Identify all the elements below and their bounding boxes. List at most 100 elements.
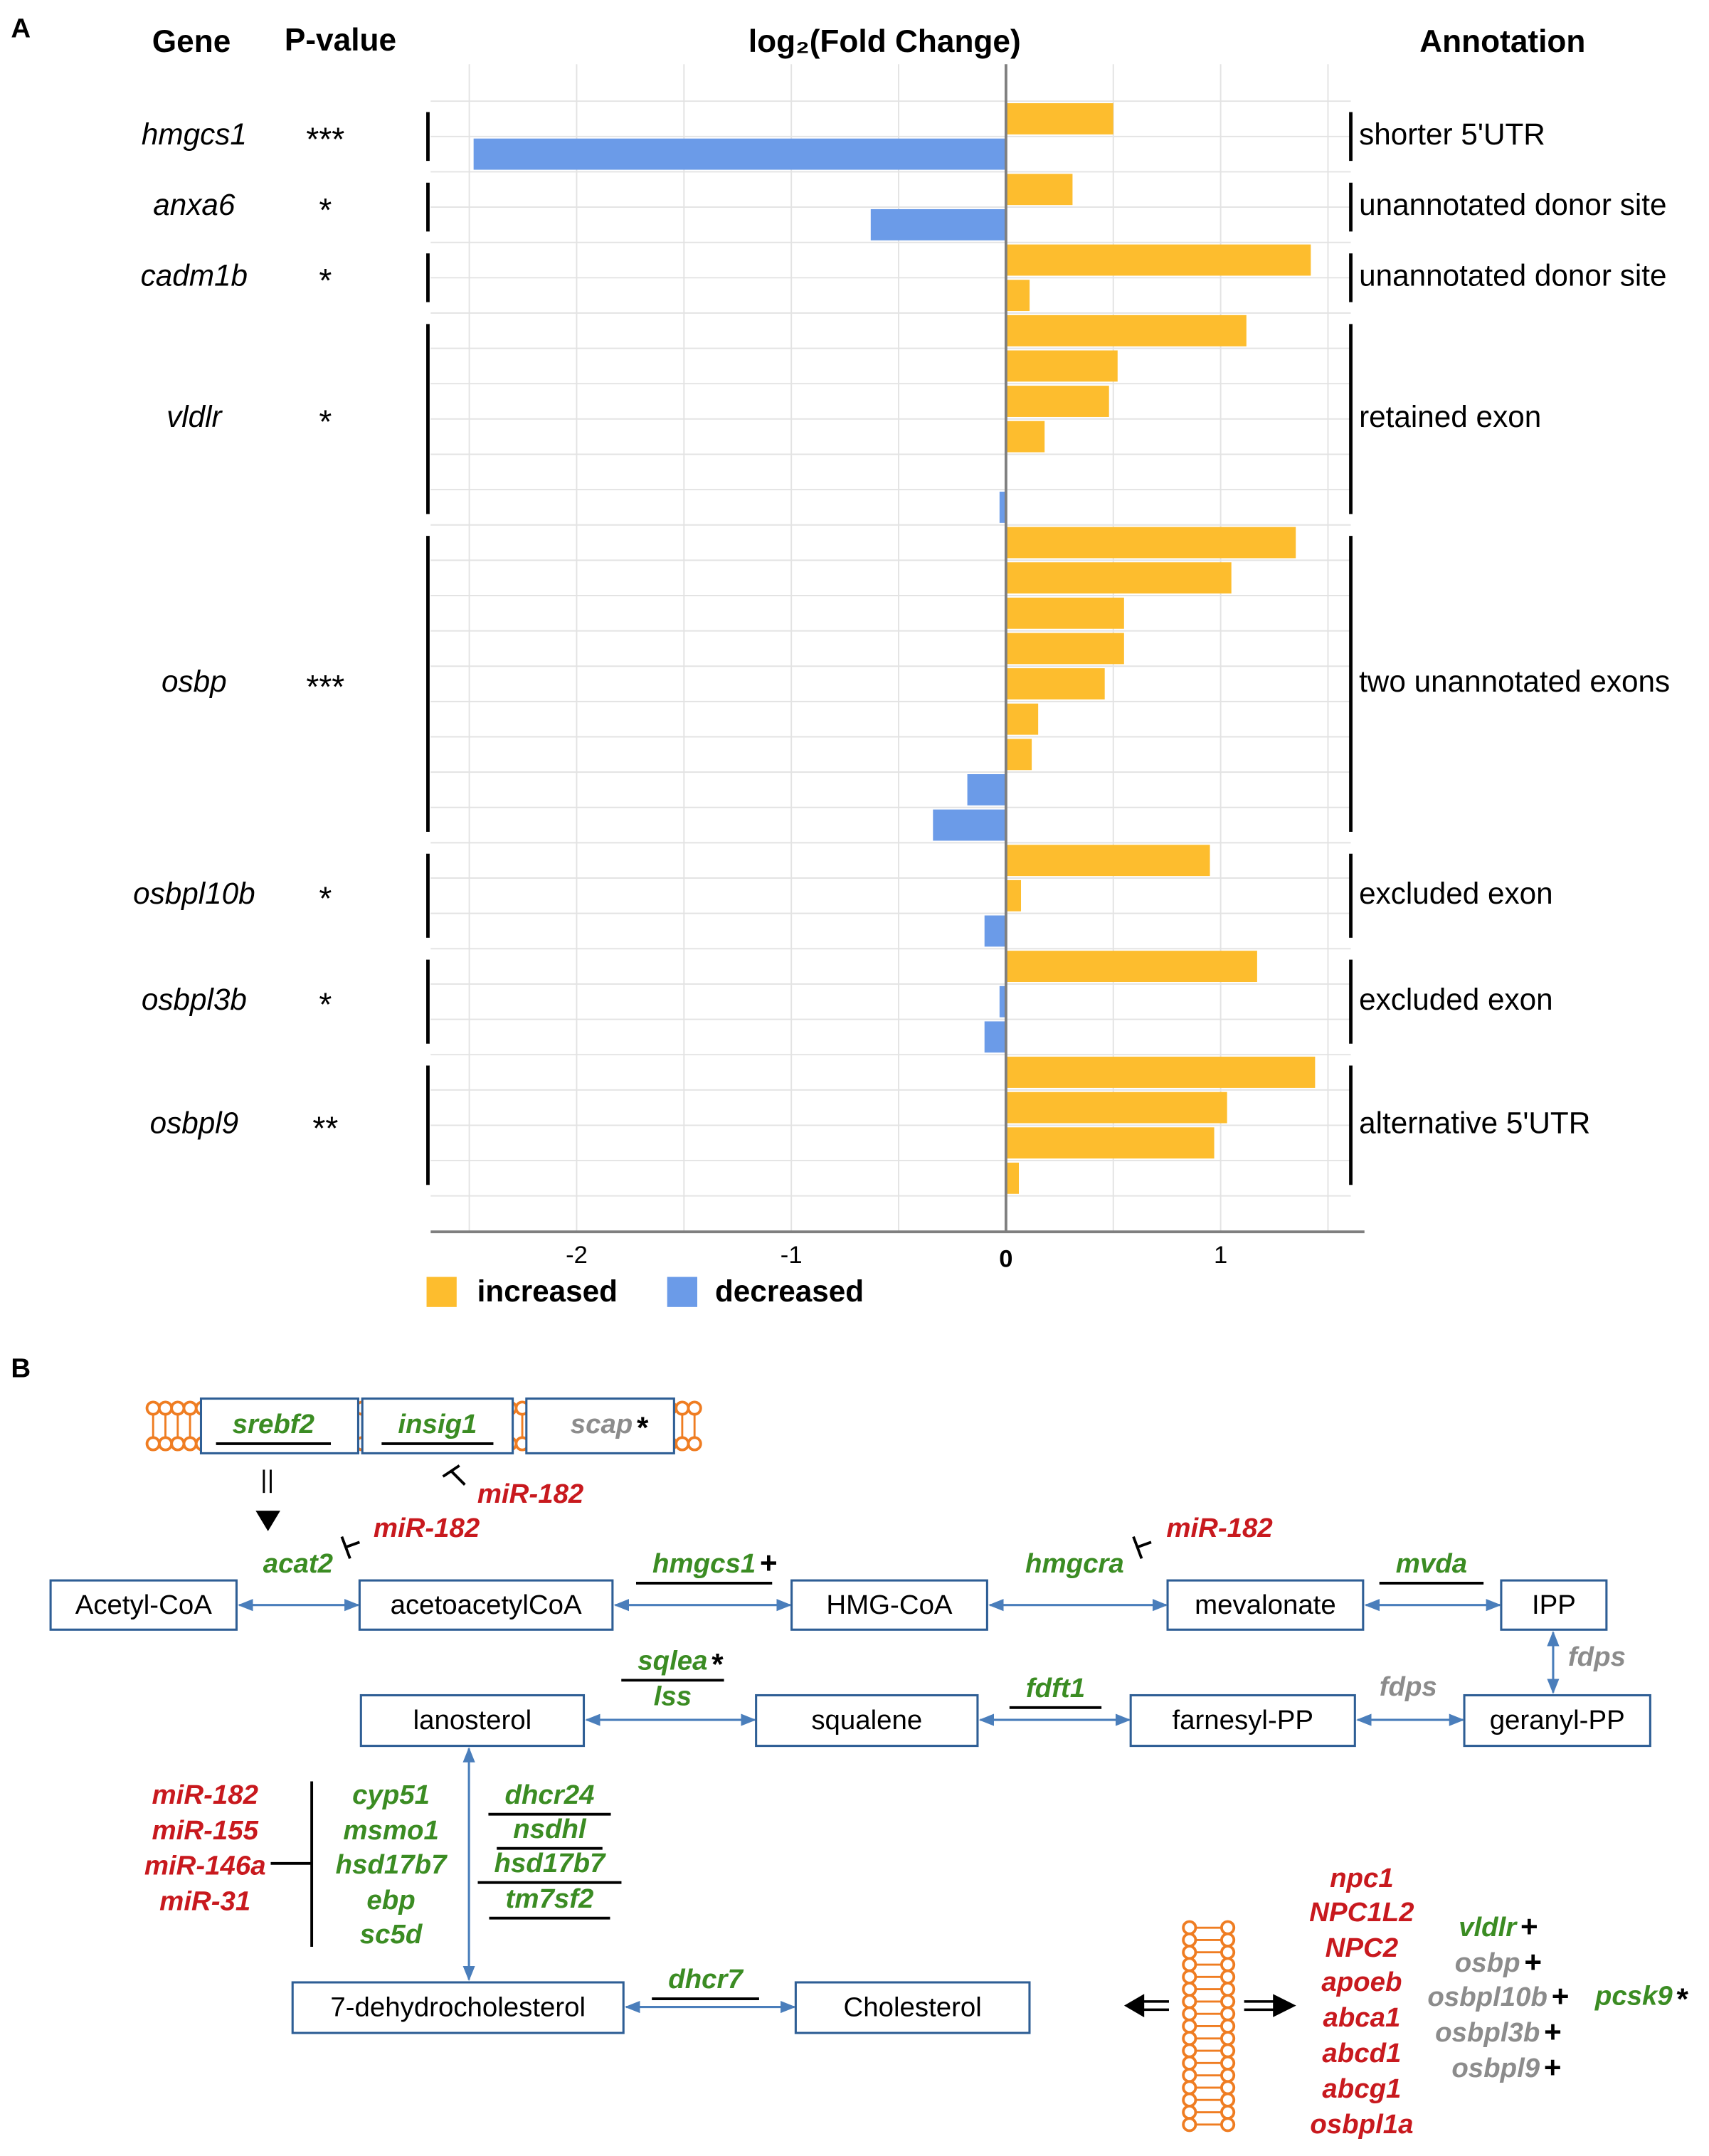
lipid — [1182, 1994, 1197, 2009]
lipid — [687, 1400, 702, 1416]
diagram: B Acetyl-CoA acetoacetylCoA HMG-CoA mevalon… — [11, 1353, 1688, 2140]
gene-label: miR-182 — [374, 1513, 480, 1543]
node-box — [1500, 1579, 1608, 1631]
bar — [1005, 386, 1109, 417]
bar — [1005, 315, 1247, 347]
gene-label: osbpl1a — [1310, 2109, 1413, 2140]
annotation: two unannotated exons — [1359, 665, 1670, 698]
bar — [933, 809, 1006, 841]
gene-label: vldlr — [1459, 1912, 1518, 1943]
lipid — [182, 1436, 198, 1452]
annotation: alternative 5'UTR — [1359, 1106, 1590, 1140]
node-label: farnesyl-PP — [1172, 1705, 1313, 1735]
node-box — [49, 1579, 238, 1631]
gene-label: abca1 — [1323, 2002, 1400, 2033]
lipid — [145, 1400, 161, 1416]
lipid — [1182, 2080, 1197, 2096]
bar — [1005, 1092, 1227, 1124]
bar — [967, 774, 1006, 805]
mark-symbol: * — [1677, 1982, 1689, 2016]
gene-label: vldlr — [166, 400, 223, 433]
gene-label: miR-31 — [159, 1886, 250, 1917]
gene-label: miR-155 — [152, 1815, 259, 1846]
lipid — [1220, 2006, 1236, 2022]
legend-swatch — [667, 1277, 698, 1307]
lipid — [1182, 1932, 1197, 1948]
gene-label: abcg1 — [1322, 2073, 1401, 2104]
lipid — [1182, 2043, 1197, 2059]
gene-label: fdps — [1380, 1671, 1437, 1702]
lipid — [1220, 2018, 1236, 2034]
lipid — [157, 1436, 174, 1452]
mark-symbol: * — [711, 1647, 724, 1681]
lipid — [1220, 1969, 1236, 1985]
mark-symbol: + — [1544, 2015, 1562, 2049]
bar — [1005, 951, 1257, 983]
lipid — [1182, 2104, 1197, 2120]
panel-label: B — [11, 1353, 31, 1383]
gene-header: Gene — [152, 24, 231, 59]
gene-label: cadm1b — [141, 258, 248, 292]
gene-label: cyp51 — [352, 1780, 430, 1810]
bar — [1005, 350, 1118, 382]
node-box — [359, 1693, 586, 1748]
lipid — [1220, 2104, 1236, 2120]
gene-label: nsdhl — [513, 1814, 587, 1844]
gene-label: dhcr24 — [505, 1780, 595, 1810]
arrowhead — [255, 1511, 280, 1531]
lipid — [1182, 1982, 1197, 1997]
annotation: excluded exon — [1359, 983, 1553, 1016]
chart-title: log₂(Fold Change) — [748, 24, 1021, 59]
bar — [999, 985, 1006, 1018]
legend-label: decreased — [715, 1274, 864, 1308]
node-label: acetoacetylCoA — [391, 1590, 582, 1620]
bar — [1005, 421, 1045, 453]
node-label: 7-dehydrocholesterol — [330, 1992, 586, 2023]
node-label: Cholesterol — [844, 1992, 982, 2023]
bar — [1005, 174, 1073, 206]
pvalue-header: P-value — [285, 23, 396, 58]
node-label: IPP — [1532, 1590, 1576, 1620]
node-label: HMG-CoA — [826, 1590, 952, 1620]
node-box — [1129, 1693, 1356, 1748]
gene-label: NPC1L2 — [1309, 1897, 1414, 1928]
lipid — [170, 1436, 186, 1452]
lipid — [687, 1436, 702, 1452]
lipid — [1220, 2117, 1236, 2133]
mark-symbol: + — [1544, 2051, 1562, 2084]
lipid — [182, 1400, 198, 1416]
node-box — [1463, 1693, 1651, 1748]
annotation: unannotated donor site — [1359, 258, 1666, 292]
gene-label: pcsk9 — [1594, 1980, 1673, 2011]
p-value: * — [319, 191, 332, 228]
node-box — [291, 1981, 625, 2034]
lipid — [1220, 1920, 1236, 1935]
gene-label: srebf2 — [233, 1409, 314, 1439]
gene-label: abcd1 — [1322, 2038, 1401, 2068]
bar — [1005, 845, 1210, 877]
lipid — [1220, 1982, 1236, 1997]
lipid — [1182, 2092, 1197, 2108]
lipid — [1220, 2043, 1236, 2059]
bar — [1005, 562, 1232, 594]
bar — [999, 491, 1006, 523]
gene-label: insig1 — [398, 1409, 477, 1439]
lipid — [1220, 2080, 1236, 2096]
bar — [1005, 1162, 1019, 1194]
x-tick-label: 0 — [999, 1246, 1012, 1273]
gene-label: osbpl9 — [150, 1106, 239, 1140]
lipid — [674, 1400, 690, 1416]
gene-label: sqlea — [637, 1646, 707, 1676]
bar — [1005, 527, 1296, 559]
gene-label: msmo1 — [343, 1815, 438, 1846]
bar — [473, 138, 1006, 170]
lipid — [1182, 1945, 1197, 1960]
mark-symbol: + — [760, 1546, 778, 1580]
lipid — [1182, 1920, 1197, 1935]
bar — [1005, 633, 1124, 665]
gene-label: fdps — [1568, 1642, 1626, 1672]
gene-label: miR-182 — [152, 1780, 258, 1810]
